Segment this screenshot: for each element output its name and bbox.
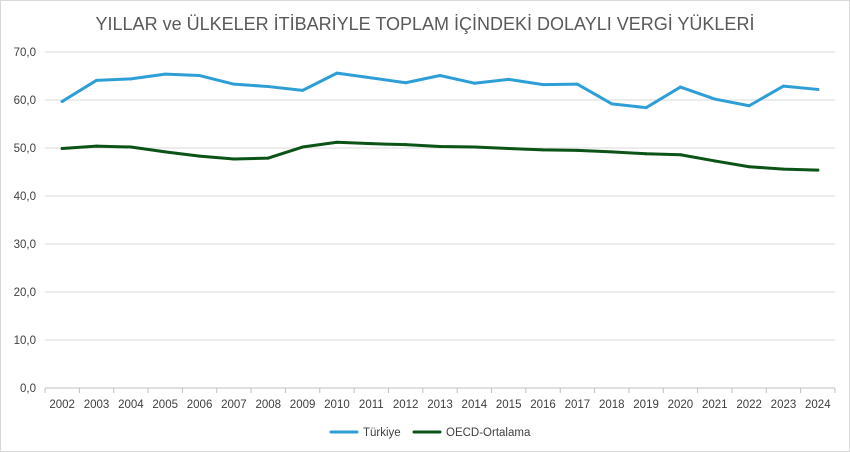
data-point — [781, 167, 785, 171]
x-tick-label: 2004 — [118, 399, 144, 411]
x-tick-label: 2024 — [805, 399, 831, 411]
y-tick-label: 60,0 — [14, 95, 36, 107]
y-axis: 0,0 10,0 20,0 30,0 40,0 50,0 60,0 70,0 — [14, 47, 36, 395]
x-tick-label: 2014 — [462, 399, 488, 411]
legend-label: Türkiye — [363, 427, 401, 439]
x-tick-label: 2005 — [152, 399, 178, 411]
x-tick-label: 2006 — [187, 399, 213, 411]
data-point — [610, 150, 614, 154]
data-point — [198, 154, 202, 158]
gridlines — [45, 51, 835, 341]
data-point — [575, 148, 579, 152]
data-point — [404, 81, 408, 85]
x-tick-label: 2023 — [771, 399, 797, 411]
data-point — [369, 142, 373, 146]
x-tick-label: 2002 — [49, 399, 75, 411]
data-point — [713, 97, 717, 101]
data-point — [232, 157, 236, 161]
data-point — [472, 145, 476, 149]
y-tick-label: 0,0 — [20, 383, 36, 395]
data-point — [301, 88, 305, 92]
data-point — [507, 146, 511, 150]
data-point — [369, 76, 373, 80]
data-point — [678, 85, 682, 89]
x-tick-label: 2009 — [290, 399, 316, 411]
x-tick-label: 2022 — [736, 399, 762, 411]
data-point — [747, 104, 751, 108]
data-point — [266, 156, 270, 160]
data-point — [301, 145, 305, 149]
y-tick-label: 70,0 — [14, 47, 36, 59]
data-point — [747, 165, 751, 169]
x-tick-label: 2015 — [496, 399, 522, 411]
data-point — [198, 74, 202, 78]
data-point — [575, 82, 579, 86]
x-tick-label: 2007 — [221, 399, 247, 411]
data-point — [438, 145, 442, 149]
data-point — [644, 106, 648, 110]
x-tick-label: 2010 — [324, 399, 350, 411]
x-tick-label: 2020 — [668, 399, 694, 411]
data-point — [129, 145, 133, 149]
chart-title: YILLAR ve ÜLKELER İTİBARİYLE TOPLAM İÇİN… — [96, 14, 755, 34]
data-point — [129, 77, 133, 81]
legend-label: OECD-Ortalama — [446, 427, 531, 439]
data-point — [404, 143, 408, 147]
data-point — [541, 148, 545, 152]
x-tick-label: 2018 — [599, 399, 625, 411]
y-tick-label: 30,0 — [14, 239, 36, 251]
data-point — [232, 82, 236, 86]
y-tick-label: 50,0 — [14, 143, 36, 155]
data-point — [541, 83, 545, 87]
x-tick-label: 2012 — [393, 399, 419, 411]
data-point — [438, 74, 442, 78]
data-point — [781, 84, 785, 88]
data-point — [60, 146, 64, 150]
data-point — [335, 71, 339, 75]
data-point — [335, 140, 339, 144]
data-point — [816, 168, 820, 172]
x-axis: 2002 2003 2004 2005 2006 2007 2008 2009 2010 2011… — [44, 387, 836, 411]
data-point — [816, 87, 820, 91]
y-tick-label: 10,0 — [14, 335, 36, 347]
data-point — [610, 102, 614, 106]
x-tick-label: 2011 — [359, 399, 384, 411]
data-point — [60, 99, 64, 103]
data-point — [507, 77, 511, 81]
data-point — [163, 72, 167, 76]
data-point — [713, 159, 717, 163]
data-point — [95, 78, 99, 82]
series-line-turkiye — [60, 71, 820, 110]
series-lines — [60, 71, 820, 172]
data-point — [472, 81, 476, 85]
data-point — [266, 85, 270, 89]
x-tick-label: 2021 — [702, 399, 728, 411]
legend: Türkiye OECD-Ortalama — [329, 427, 531, 439]
x-tick-label: 2019 — [633, 399, 659, 411]
y-tick-label: 20,0 — [14, 287, 36, 299]
data-point — [678, 153, 682, 157]
x-tick-label: 2013 — [427, 399, 453, 411]
y-tick-label: 40,0 — [14, 191, 36, 203]
data-point — [95, 144, 99, 148]
data-point — [644, 152, 648, 156]
x-tick-label: 2016 — [530, 399, 556, 411]
x-tick-label: 2008 — [255, 399, 281, 411]
data-point — [163, 150, 167, 154]
x-tick-label: 2017 — [565, 399, 591, 411]
x-tick-label: 2003 — [84, 399, 110, 411]
